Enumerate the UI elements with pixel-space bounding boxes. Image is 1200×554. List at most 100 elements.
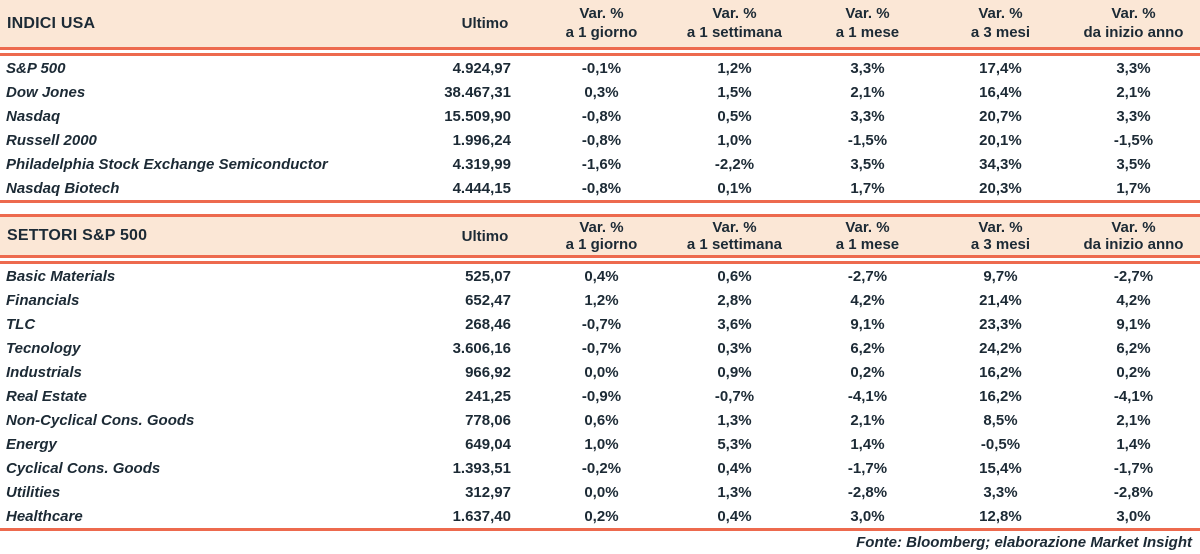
ultimo-value: 525,07	[465, 267, 511, 285]
settori-sp500-table: SETTORI S&P 500 Ultimo Var. % a 1 giorno…	[0, 214, 1200, 531]
indici-usa-header: INDICI USA Ultimo Var. % a 1 giorno Var.…	[0, 0, 1200, 47]
var-percent-value: 1,4%	[850, 435, 885, 453]
var-percent-value: 0,0%	[584, 363, 619, 381]
table-row: Cyclical Cons. Goods 1.393,51 -0,2% 0,4% -1,…	[0, 456, 1200, 480]
row-label: Basic Materials	[6, 267, 116, 285]
var-percent-value: 0,0%	[584, 483, 619, 501]
var-percent-value: 1,0%	[717, 131, 752, 149]
table-title: SETTORI S&P 500	[7, 227, 148, 244]
var-percent-value: -4,1%	[847, 387, 888, 405]
ultimo-value: 15.509,90	[444, 107, 511, 125]
table-row: Russell 2000 1.996,24 -0,8% 1,0% -1,5% 20,1% -…	[0, 128, 1200, 152]
var-percent-value: 17,4%	[979, 59, 1022, 77]
var-percent-value: 0,2%	[850, 363, 885, 381]
var-percent-value: 9,1%	[850, 315, 885, 333]
var-percent-value: 4,2%	[1116, 291, 1151, 309]
period-label: a 3 mesi	[970, 235, 1031, 253]
column-header-var-3m: Var. % a 3 mesi	[934, 217, 1067, 255]
var-percent-value: 1,0%	[584, 435, 619, 453]
indici-usa-rows: S&P 500 4.924,97 -0,1% 1,2% 3,3% 17,4% 3,3% Dow…	[0, 56, 1200, 200]
var-percent-value: 15,4%	[979, 459, 1022, 477]
indici-usa-table: INDICI USA Ultimo Var. % a 1 giorno Var.…	[0, 0, 1200, 203]
var-label: Var. %	[712, 5, 757, 22]
var-percent-value: 0,1%	[717, 179, 752, 197]
row-label: Industrials	[6, 363, 82, 381]
table-row: Non-Cyclical Cons. Goods 778,06 0,6% 1,3% 2,…	[0, 408, 1200, 432]
table-row: Nasdaq 15.509,90 -0,8% 0,5% 3,3% 20,7% 3,3%	[0, 104, 1200, 128]
var-percent-value: -2,8%	[847, 483, 888, 501]
var-percent-value: 2,1%	[1116, 411, 1151, 429]
var-percent-value: 3,3%	[1116, 59, 1151, 77]
ultimo-value: 4.319,99	[452, 155, 511, 173]
source-text: Fonte: Bloomberg; elaborazione Market In…	[856, 534, 1192, 551]
var-label: Var. %	[1111, 218, 1156, 236]
var-percent-value: -1,5%	[1113, 131, 1154, 149]
var-percent-value: 3,3%	[850, 107, 885, 125]
var-percent-value: 20,3%	[979, 179, 1022, 197]
var-percent-value: 3,3%	[850, 59, 885, 77]
column-header-ultimo: Ultimo	[461, 15, 509, 32]
row-label: Nasdaq	[6, 107, 61, 125]
settori-sp500-rows: Basic Materials 525,07 0,4% 0,6% -2,7% 9,7% -2…	[0, 264, 1200, 528]
var-percent-value: -0,7%	[581, 339, 622, 357]
var-percent-value: 6,2%	[850, 339, 885, 357]
var-percent-value: 3,3%	[983, 483, 1018, 501]
var-percent-value: 3,5%	[1116, 155, 1151, 173]
table-bottom-rule	[0, 200, 1200, 203]
var-percent-value: -0,7%	[714, 387, 755, 405]
var-percent-value: 0,6%	[584, 411, 619, 429]
double-rule-separator	[0, 47, 1200, 56]
var-percent-value: 1,3%	[717, 411, 752, 429]
var-percent-value: 34,3%	[979, 155, 1022, 173]
row-label: Non-Cyclical Cons. Goods	[6, 411, 195, 429]
var-percent-value: 1,5%	[717, 83, 752, 101]
var-percent-value: 24,2%	[979, 339, 1022, 357]
row-label: Russell 2000	[6, 131, 97, 149]
table-row: Healthcare 1.637,40 0,2% 0,4% 3,0% 12,8% 3,0%	[0, 504, 1200, 528]
row-label: Real Estate	[6, 387, 87, 405]
table-row: Nasdaq Biotech 4.444,15 -0,8% 0,1% 1,7% 20,3%…	[0, 176, 1200, 200]
var-percent-value: 0,4%	[717, 459, 752, 477]
var-percent-value: 3,0%	[1116, 507, 1151, 525]
table-title: INDICI USA	[7, 14, 96, 32]
var-label: Var. %	[579, 5, 624, 22]
var-percent-value: -2,2%	[714, 155, 755, 173]
table-row: Basic Materials 525,07 0,4% 0,6% -2,7% 9,7% -2…	[0, 264, 1200, 288]
table-row: Tecnology 3.606,16 -0,7% 0,3% 6,2% 24,2% 6,2%	[0, 336, 1200, 360]
var-percent-value: -1,7%	[1113, 459, 1154, 477]
var-percent-value: 0,2%	[1116, 363, 1151, 381]
period-label: a 1 mese	[835, 235, 900, 253]
var-percent-value: 1,7%	[850, 179, 885, 197]
ultimo-value: 966,92	[465, 363, 511, 381]
settori-sp500-header: SETTORI S&P 500 Ultimo Var. % a 1 giorno…	[0, 217, 1200, 255]
column-header-ultimo: Ultimo	[461, 227, 509, 245]
column-header-var-1w: Var. % a 1 settimana	[668, 0, 801, 47]
var-percent-value: 3,3%	[1116, 107, 1151, 125]
var-percent-value: -1,6%	[581, 155, 622, 173]
column-header-var-1g: Var. % a 1 giorno	[535, 0, 668, 47]
row-label: Energy	[6, 435, 57, 453]
var-percent-value: 4,2%	[850, 291, 885, 309]
var-percent-value: 5,3%	[717, 435, 752, 453]
var-percent-value: -1,7%	[847, 459, 888, 477]
var-percent-value: 1,7%	[1116, 179, 1151, 197]
row-label: Dow Jones	[6, 83, 86, 101]
table-row: TLC 268,46 -0,7% 3,6% 9,1% 23,3% 9,1%	[0, 312, 1200, 336]
ultimo-value: 312,97	[465, 483, 511, 501]
var-percent-value: 2,1%	[850, 83, 885, 101]
table-row: S&P 500 4.924,97 -0,1% 1,2% 3,3% 17,4% 3,3%	[0, 56, 1200, 80]
var-percent-value: 6,2%	[1116, 339, 1151, 357]
var-percent-value: 1,2%	[584, 291, 619, 309]
period-label: a 1 settimana	[686, 24, 782, 41]
var-percent-value: 0,4%	[717, 507, 752, 525]
row-label: S&P 500	[6, 59, 66, 77]
var-label: Var. %	[845, 5, 890, 22]
var-percent-value: 16,2%	[979, 363, 1022, 381]
var-percent-value: 0,2%	[584, 507, 619, 525]
var-percent-value: 0,5%	[717, 107, 752, 125]
ultimo-value: 4.924,97	[452, 59, 511, 77]
table-row: Financials 652,47 1,2% 2,8% 4,2% 21,4% 4,2%	[0, 288, 1200, 312]
var-percent-value: 2,8%	[717, 291, 752, 309]
var-label: Var. %	[579, 218, 624, 236]
